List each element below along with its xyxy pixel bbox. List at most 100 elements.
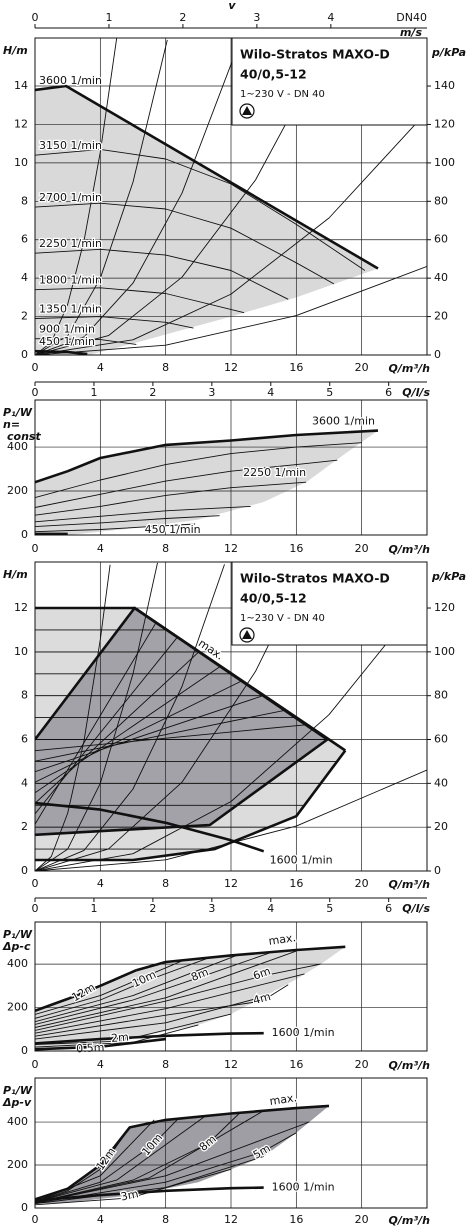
y-axis-note: Δp-v <box>2 1096 32 1109</box>
y-tick-label: 10 <box>14 156 28 169</box>
x-tick-label: 20 <box>355 877 369 890</box>
x-tick-label: 12 <box>224 1213 238 1226</box>
y2-tick-label: 0 <box>434 348 441 361</box>
curve <box>35 1037 166 1051</box>
curve <box>35 1186 264 1202</box>
x3-tick-label: 5 <box>326 386 333 399</box>
y-tick-label: 0 <box>21 348 28 361</box>
shaded-area <box>35 946 346 1051</box>
plot <box>35 400 427 535</box>
shaded-area <box>35 430 378 535</box>
x-axis-label: Q/m³/h <box>389 362 431 375</box>
y2-tick-label: 0 <box>434 864 441 877</box>
x-tick-label: 16 <box>289 542 303 555</box>
y2-tick-label: 80 <box>434 689 448 702</box>
y-tick-label: 0 <box>21 1201 28 1214</box>
curve <box>35 1031 264 1045</box>
model-name: 40/0,5-12 <box>240 591 307 606</box>
x-axis-label: Q/m³/h <box>389 878 431 891</box>
x2-tick-label: 2 <box>179 11 186 24</box>
x2-tick-label: 0 <box>32 11 39 24</box>
chart-subtitle: 1~230 V - DN 40 <box>240 613 325 624</box>
x2-axis-unit: m/s <box>400 26 422 39</box>
curve <box>35 564 111 871</box>
y-axis-label: P₁/W <box>3 1084 33 1097</box>
y-axis-label: H/m <box>3 44 28 57</box>
x3-tick-label: 1 <box>90 386 97 399</box>
curve-label: 1800 1/min <box>39 274 102 287</box>
x-tick-label: 4 <box>97 877 104 890</box>
x-tick-label: 8 <box>162 1213 169 1226</box>
x-tick-label: 12 <box>224 361 238 374</box>
x-tick-label: 4 <box>97 1213 104 1226</box>
y-tick-label: 10 <box>14 645 28 658</box>
x-tick-label: 20 <box>355 361 369 374</box>
curve <box>35 950 297 1028</box>
y-tick-label: 12 <box>14 117 28 130</box>
y-axis-note: Δp-c <box>2 940 31 953</box>
x-tick-label: 0 <box>32 877 39 890</box>
y-tick-label: 6 <box>21 233 28 246</box>
x2-axis-label: v <box>228 0 236 12</box>
x-tick-label: 0 <box>32 542 39 555</box>
curve <box>35 593 427 871</box>
x3-tick-label: 0 <box>32 902 39 915</box>
curve <box>35 562 158 871</box>
y2-tick-label: 60 <box>434 233 448 246</box>
x3-axis-label: Q/l/s <box>402 902 430 915</box>
x-tick-label: 20 <box>355 542 369 555</box>
y-tick-label: 0 <box>21 1044 28 1057</box>
plot-frame <box>34 561 428 872</box>
curve <box>35 84 379 270</box>
curve <box>35 248 289 300</box>
x2-tick-label: 4 <box>327 11 334 24</box>
x-tick-label: 20 <box>355 1213 369 1226</box>
curve-label: 2700 1/min <box>39 191 102 204</box>
y-tick-label: 2 <box>21 820 28 833</box>
y-tick-label: 4 <box>21 776 28 789</box>
y2-tick-label: 40 <box>434 271 448 284</box>
y2-tick-label: 20 <box>434 820 448 833</box>
y-tick-label: 400 <box>7 1115 28 1128</box>
curve <box>35 1114 207 1203</box>
curve-label: 450 1/min <box>145 523 201 536</box>
x-tick-label: 0 <box>32 361 39 374</box>
x-tick-label: 12 <box>224 542 238 555</box>
chart-title: Wilo-Stratos MAXO-D <box>240 47 390 62</box>
x-tick-label: 16 <box>289 1058 303 1071</box>
y2-tick-label: 100 <box>434 156 455 169</box>
curve <box>35 636 178 815</box>
plot-frame <box>34 399 428 536</box>
curve <box>35 43 330 355</box>
y2-tick-label: 60 <box>434 733 448 746</box>
x3-tick-label: 2 <box>149 902 156 915</box>
y-tick-label: 0 <box>21 864 28 877</box>
curve-label: 1600 1/min <box>272 1026 335 1039</box>
curve <box>35 801 265 853</box>
x-tick-label: 16 <box>289 877 303 890</box>
pump-icon-arrow <box>242 630 252 639</box>
plot-frame <box>34 1077 428 1209</box>
y-tick-label: 2 <box>21 310 28 323</box>
x-tick-label: 20 <box>355 1058 369 1071</box>
curve <box>35 1168 232 1206</box>
x3-tick-label: 3 <box>208 902 215 915</box>
x3-tick-label: 1 <box>90 902 97 915</box>
x3-tick-label: 5 <box>326 902 333 915</box>
curve-label: 3600 1/min <box>312 415 375 428</box>
shaded-area <box>35 608 328 835</box>
y-axis-label: P₁/W <box>3 928 33 941</box>
shaded-area <box>35 86 378 355</box>
plot <box>35 562 427 871</box>
curve <box>35 481 307 516</box>
y-tick-label: 4 <box>21 271 28 284</box>
curve-label: max. <box>269 1091 298 1108</box>
curve <box>35 960 183 1015</box>
y-tick-label: 14 <box>14 79 28 92</box>
y-tick-label: 200 <box>7 1001 28 1014</box>
x-tick-label: 16 <box>289 361 303 374</box>
curve <box>35 1104 330 1201</box>
curve <box>35 42 240 355</box>
curve-label: 3600 1/min <box>39 74 102 87</box>
